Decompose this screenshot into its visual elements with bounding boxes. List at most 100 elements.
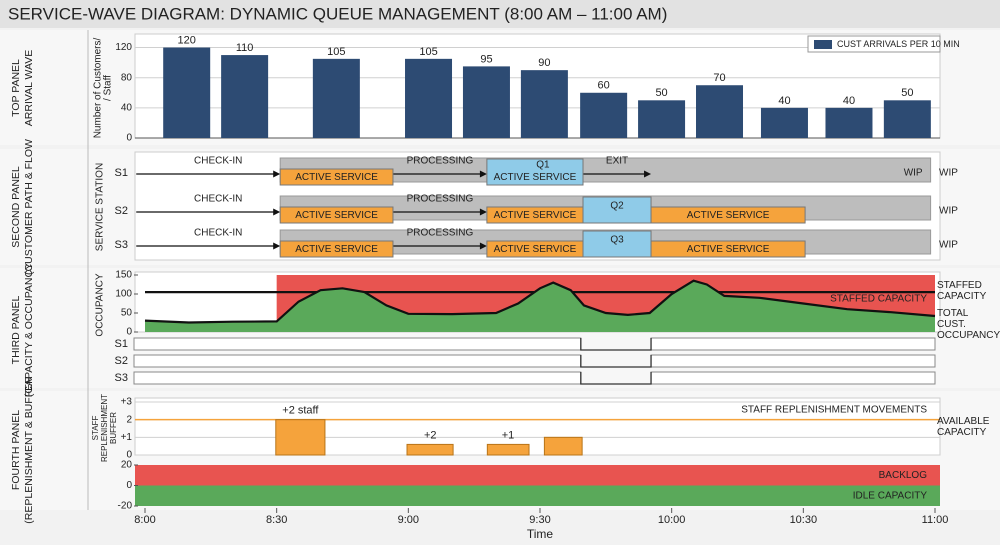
station-label: S3 (115, 372, 128, 384)
station-outage (580, 355, 652, 368)
y-tick-label: 50 (121, 308, 133, 319)
legend-swatch (814, 40, 832, 49)
x-tick-label: 8:30 (266, 514, 287, 526)
data-label: 50 (901, 87, 913, 99)
panel-label: FOURTH PANEL (10, 410, 22, 490)
y-axis-label: OCCUPANCY (95, 273, 106, 336)
station-outage (580, 338, 652, 351)
bar (163, 47, 211, 138)
station-up (133, 337, 582, 351)
panel-label: (CUSTOMER PATH & FLOW (23, 139, 35, 275)
flow-label: EXIT (606, 156, 628, 167)
station-label: S3 (115, 239, 128, 251)
segment (650, 240, 806, 258)
title-bar (0, 0, 1000, 28)
y-tick-label: 20 (121, 460, 133, 471)
bar (696, 85, 744, 138)
y-tick-label: 0 (126, 327, 132, 338)
legend-box (807, 35, 941, 53)
x-tick-label: 10:30 (790, 514, 818, 526)
bar (221, 55, 269, 139)
panel-label: (CAPACITY & OCCUPANCY (23, 263, 35, 397)
station-label: S2 (115, 205, 128, 217)
lane-label: WIP (904, 168, 923, 179)
data-label: 50 (655, 87, 667, 99)
y-tick-label: 0 (126, 450, 132, 461)
y-axis-label: Number of Customers/ (93, 37, 104, 138)
y-tick-label: 100 (115, 289, 132, 300)
arrow-head (479, 170, 487, 178)
idle-band (135, 485, 940, 506)
y-tick-label: -20 (118, 501, 133, 512)
segment-label: ACTIVE SERVICE (687, 244, 770, 255)
station-label: S1 (115, 167, 128, 179)
data-label: 105 (419, 46, 437, 58)
band-label: IDLE CAPACITY (853, 490, 928, 501)
side-label: WIP (939, 206, 958, 217)
bar (580, 92, 628, 138)
flow-label: CHECK-IN (194, 156, 242, 167)
segment (279, 168, 394, 186)
station-label: S2 (115, 355, 128, 367)
side-label: WIP (939, 240, 958, 251)
annotation: +1 (502, 429, 515, 441)
queue-tag: Q1 (536, 160, 550, 171)
reference-label: STAFF REPLENISHMENT MOVEMENTS (741, 404, 927, 415)
flow-label: CHECK-IN (194, 228, 242, 239)
segment-label: ACTIVE SERVICE (687, 210, 770, 221)
data-label: 40 (843, 95, 855, 107)
segment (486, 158, 584, 186)
y-axis-label: SERVICE STATION (95, 163, 106, 251)
bar (825, 107, 873, 138)
capacity-label: STAFFED CAPACITY (830, 294, 927, 305)
bar (275, 419, 326, 456)
panel-label: (REPLENISHMENT & BUFFER (23, 376, 35, 524)
data-label: 40 (778, 95, 790, 107)
bar (406, 443, 454, 456)
y-axis-label: STAFF (91, 416, 100, 441)
x-axis-label: Time (527, 527, 554, 541)
segment (582, 230, 652, 258)
backlog-band (135, 465, 940, 486)
segment-label: ACTIVE SERVICE (295, 244, 378, 255)
segment-label: ACTIVE SERVICE (494, 244, 577, 255)
segment (279, 206, 394, 224)
bar (543, 436, 583, 456)
data-label: 110 (236, 42, 254, 54)
band-label: BACKLOG (879, 470, 928, 481)
arrow-head (644, 170, 652, 178)
segment-label: ACTIVE SERVICE (295, 172, 378, 183)
y-tick-label: 2 (126, 414, 132, 425)
annotation: +2 staff (282, 405, 319, 417)
segment-label: ACTIVE SERVICE (494, 210, 577, 221)
x-tick-label: 9:00 (398, 514, 419, 526)
panel-label: TOP PANEL (10, 59, 22, 117)
data-label: 60 (598, 80, 610, 92)
station-label: S1 (115, 338, 128, 350)
y-tick-label: 40 (121, 102, 133, 113)
bar (405, 58, 453, 138)
arrow-head (273, 208, 281, 216)
segment-label: Q2 (610, 201, 624, 212)
data-label: 95 (480, 53, 492, 65)
bar (486, 443, 530, 456)
y-axis-label: / Staff (103, 75, 114, 101)
y-tick-label: 0 (126, 133, 132, 144)
segment-label: ACTIVE SERVICE (494, 172, 577, 183)
plot-area (134, 397, 941, 456)
panel-label: SECOND PANEL (10, 166, 22, 248)
station-outage (580, 372, 652, 385)
flow-label: PROCESSING (407, 228, 474, 239)
legend-label: CUST ARRIVALS PER 10 MIN (837, 39, 960, 49)
arrow-head (479, 242, 487, 250)
station-up (650, 354, 936, 368)
x-tick-label: 10:00 (658, 514, 686, 526)
y-tick-label: +1 (121, 432, 133, 443)
data-label: 70 (713, 72, 725, 84)
bar (638, 100, 686, 138)
station-up (650, 337, 936, 351)
bar (462, 66, 510, 138)
annotation: +2 (424, 429, 437, 441)
